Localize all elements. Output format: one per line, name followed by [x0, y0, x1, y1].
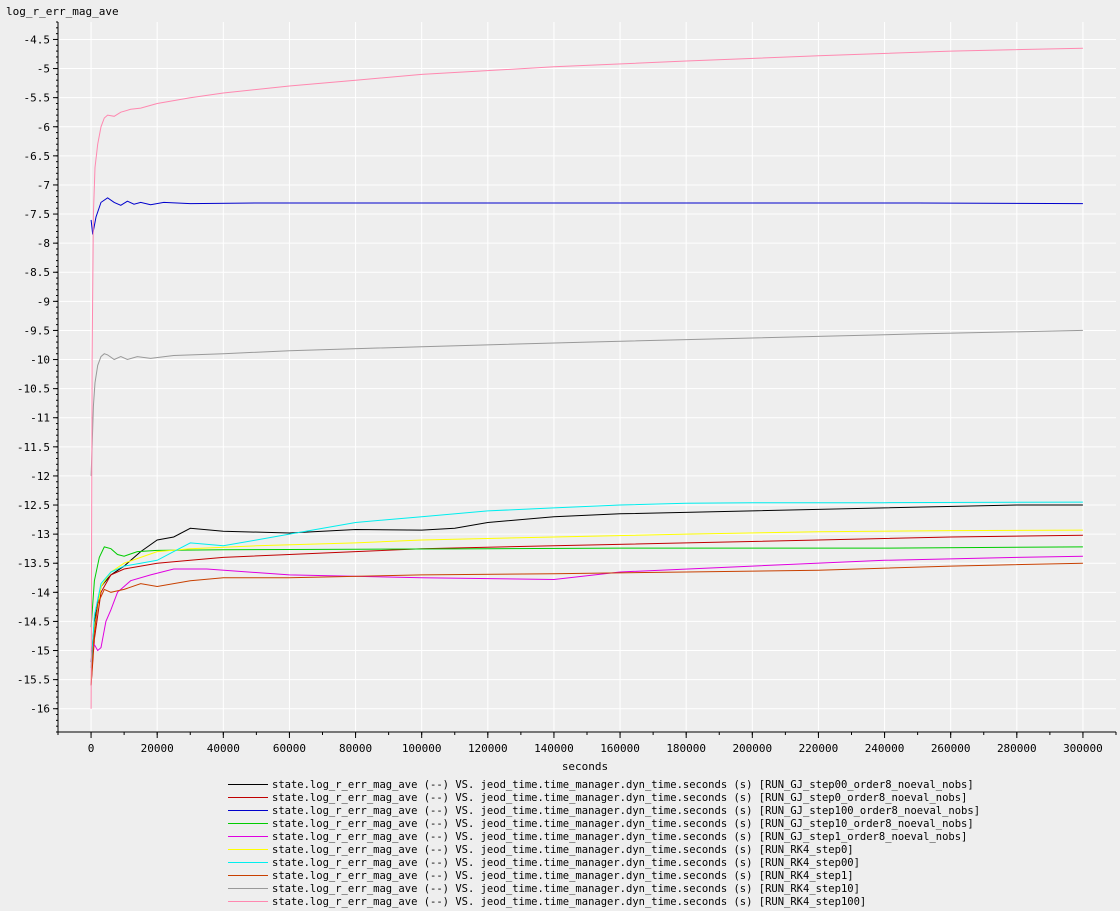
legend-swatch [228, 784, 268, 785]
y-tick-label: -14 [30, 586, 50, 599]
legend-label: state.log_r_err_mag_ave (--) VS. jeod_ti… [272, 895, 867, 908]
legend-item: state.log_r_err_mag_ave (--) VS. jeod_ti… [228, 895, 980, 908]
legend-item: state.log_r_err_mag_ave (--) VS. jeod_ti… [228, 843, 980, 856]
y-tick-label: -12.5 [17, 499, 50, 512]
x-tick-label: 180000 [666, 742, 706, 755]
y-tick-label: -8 [37, 237, 50, 250]
y-tick-label: -7.5 [24, 208, 51, 221]
y-tick-label: -12 [30, 470, 50, 483]
legend-item: state.log_r_err_mag_ave (--) VS. jeod_ti… [228, 830, 980, 843]
y-tick-label: -10 [30, 354, 50, 367]
legend-label: state.log_r_err_mag_ave (--) VS. jeod_ti… [272, 817, 974, 830]
legend-item: state.log_r_err_mag_ave (--) VS. jeod_ti… [228, 778, 980, 791]
y-tick-label: -15 [30, 645, 50, 658]
x-tick-label: 20000 [141, 742, 174, 755]
legend-label: state.log_r_err_mag_ave (--) VS. jeod_ti… [272, 830, 968, 843]
chart: log_r_err_mag_ave -4.5 -5 -5.5 -6 -6.5 -7 -7.5… [6, 5, 1117, 770]
legend-item: state.log_r_err_mag_ave (--) VS. jeod_ti… [228, 869, 980, 882]
x-tick-label: 200000 [732, 742, 772, 755]
y-tick-label: -13.5 [17, 557, 50, 570]
plot-area [58, 22, 1116, 732]
legend-swatch [228, 901, 268, 902]
y-tick-label: -6.5 [24, 150, 51, 163]
series-line-2 [90, 197, 1083, 235]
x-tick-label: 80000 [339, 742, 372, 755]
y-tick-label: -5.5 [24, 92, 51, 105]
legend-label: state.log_r_err_mag_ave (--) VS. jeod_ti… [272, 804, 981, 817]
y-tick-label: -6 [37, 121, 50, 134]
y-tick-label: -9.5 [24, 324, 51, 337]
x-tick-label: 100000 [402, 742, 442, 755]
x-tick-label: 140000 [534, 742, 574, 755]
legend-swatch [228, 849, 268, 850]
series-line-5 [90, 529, 1083, 680]
y-tick-label: -10.5 [17, 383, 50, 396]
series-line-7 [90, 562, 1083, 686]
x-tick-label: 240000 [865, 742, 905, 755]
axes: -4.5 -5 -5.5 -6 -6.5 -7 -7.5 -8 -8.5 -9 -9.5 -10 -10… [17, 21, 1117, 755]
legend-swatch [228, 888, 268, 889]
y-tick-label: -14.5 [17, 615, 50, 628]
y-tick-label: -4.5 [24, 33, 51, 46]
series-line-3 [90, 546, 1083, 628]
series-line-0 [90, 504, 1083, 663]
legend-swatch [228, 823, 268, 824]
series-line-4 [90, 555, 1083, 652]
y-tick-label: -13 [30, 528, 50, 541]
legend-swatch [228, 875, 268, 876]
legend-item: state.log_r_err_mag_ave (--) VS. jeod_ti… [228, 856, 980, 869]
series-line-1 [90, 534, 1083, 686]
x-tick-label: 220000 [799, 742, 839, 755]
x-tick-label: 160000 [600, 742, 640, 755]
legend: state.log_r_err_mag_ave (--) VS. jeod_ti… [228, 778, 980, 908]
y-tick-label: -7 [37, 179, 50, 192]
legend-swatch [228, 797, 268, 798]
x-tick-label: 40000 [207, 742, 240, 755]
y-axis-label: log_r_err_mag_ave [6, 5, 119, 18]
y-tick-label: -11 [30, 412, 50, 425]
series-lines [90, 47, 1083, 709]
y-tick-label: -11.5 [17, 441, 50, 454]
y-tick-label: -15.5 [17, 674, 50, 687]
y-tick-label: -16 [30, 703, 50, 716]
legend-item: state.log_r_err_mag_ave (--) VS. jeod_ti… [228, 791, 980, 804]
y-tick-label: -8.5 [24, 266, 51, 279]
legend-item: state.log_r_err_mag_ave (--) VS. jeod_ti… [228, 817, 980, 830]
legend-label: state.log_r_err_mag_ave (--) VS. jeod_ti… [272, 843, 854, 856]
x-tick-label: 260000 [931, 742, 971, 755]
legend-label: state.log_r_err_mag_ave (--) VS. jeod_ti… [272, 856, 860, 869]
legend-swatch [228, 862, 268, 863]
legend-swatch [228, 810, 268, 811]
legend-swatch [228, 836, 268, 837]
series-line-8 [90, 329, 1083, 476]
x-tick-label: 60000 [273, 742, 306, 755]
y-tick-label: -9 [37, 295, 50, 308]
series-line-6 [90, 501, 1083, 669]
legend-item: state.log_r_err_mag_ave (--) VS. jeod_ti… [228, 804, 980, 817]
grid [58, 22, 1116, 732]
legend-label: state.log_r_err_mag_ave (--) VS. jeod_ti… [272, 882, 860, 895]
legend-item: state.log_r_err_mag_ave (--) VS. jeod_ti… [228, 882, 980, 895]
x-tick-label: 0 [88, 742, 95, 755]
legend-label: state.log_r_err_mag_ave (--) VS. jeod_ti… [272, 869, 854, 882]
x-axis-label: seconds [562, 760, 608, 770]
series-line-9 [90, 47, 1083, 709]
legend-label: state.log_r_err_mag_ave (--) VS. jeod_ti… [272, 778, 974, 791]
x-tick-label: 300000 [1063, 742, 1103, 755]
legend-label: state.log_r_err_mag_ave (--) VS. jeod_ti… [272, 791, 968, 804]
x-tick-label: 280000 [997, 742, 1037, 755]
x-tick-label: 120000 [468, 742, 508, 755]
y-tick-label: -5 [37, 63, 50, 76]
